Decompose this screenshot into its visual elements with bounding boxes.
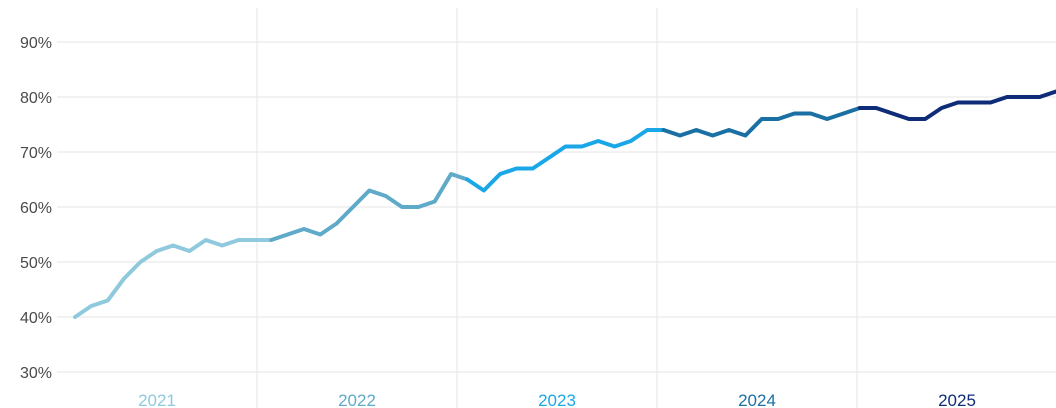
- series-line: [73, 89, 1056, 319]
- y-tick-label: 90%: [20, 35, 52, 52]
- y-axis-ticks: 30% 40% 50% 60% 70% 80% 90%: [20, 35, 52, 382]
- y-tick-label: 80%: [20, 90, 52, 107]
- y-tick-label: 50%: [20, 255, 52, 272]
- y-tick-label: 40%: [20, 310, 52, 327]
- year-label: 2021: [138, 391, 176, 408]
- line-segment-2023: [465, 128, 666, 193]
- line-segment-2024: [661, 106, 862, 138]
- line-segment-2025: [857, 89, 1056, 121]
- year-label: 2022: [338, 391, 376, 408]
- year-label: 2024: [738, 391, 776, 408]
- y-tick-label: 60%: [20, 200, 52, 217]
- line-segment-2022: [269, 172, 470, 242]
- y-tick-label: 70%: [20, 145, 52, 162]
- x-axis-year-labels: 2021 2022 2023 2024 2025: [138, 391, 976, 408]
- line-segment-2021: [73, 238, 274, 319]
- grid-layer: [57, 8, 1056, 408]
- year-label: 2023: [538, 391, 576, 408]
- year-label: 2025: [938, 391, 976, 408]
- y-tick-label: 30%: [20, 365, 52, 382]
